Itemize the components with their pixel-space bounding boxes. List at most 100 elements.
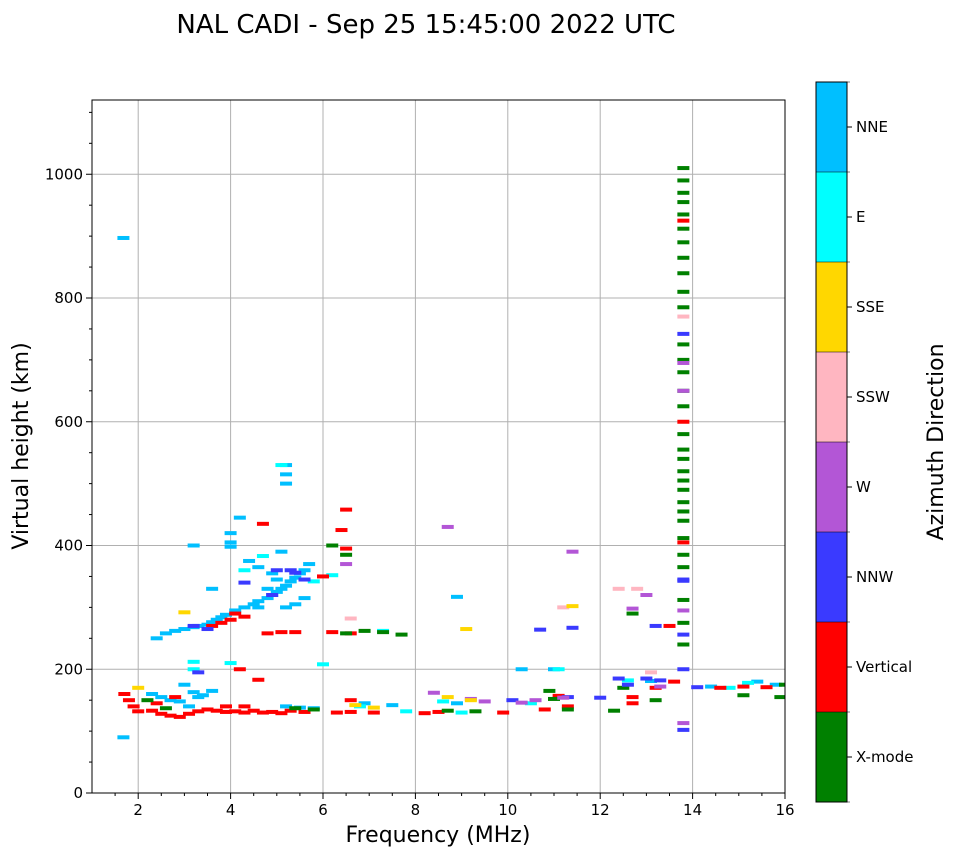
- echo-point: [164, 698, 177, 703]
- echo-point: [280, 472, 293, 477]
- echo-point: [723, 685, 736, 690]
- echo-point: [450, 701, 463, 706]
- echo-point: [215, 615, 228, 620]
- echo-point: [742, 680, 755, 685]
- echo-point: [349, 703, 362, 708]
- echo-point: [280, 605, 293, 610]
- echo-point: [645, 670, 658, 675]
- echo-point: [677, 642, 690, 647]
- echo-point: [441, 524, 454, 529]
- echo-point: [427, 690, 440, 695]
- echo-point: [557, 695, 570, 700]
- echo-point: [173, 699, 186, 704]
- colorbar-tick-label: W: [856, 478, 871, 496]
- x-tick-label: 14: [683, 801, 702, 819]
- echo-point: [367, 710, 380, 715]
- echo-point: [612, 676, 625, 681]
- echo-point: [677, 597, 690, 602]
- echo-point: [317, 574, 329, 579]
- echo-point: [159, 706, 172, 711]
- echo-point: [450, 594, 463, 599]
- echo-point: [677, 552, 690, 557]
- echo-point: [515, 700, 528, 705]
- echo-point: [187, 659, 200, 664]
- echo-point: [275, 586, 288, 591]
- echo-point: [206, 620, 219, 625]
- echo-point: [298, 596, 311, 601]
- echo-point: [640, 593, 653, 597]
- echo-point: [146, 708, 159, 713]
- echo-point: [210, 708, 223, 713]
- echo-point: [275, 463, 288, 468]
- colorbar-swatch: [816, 622, 847, 712]
- echo-point: [677, 518, 690, 523]
- echo-point: [464, 698, 477, 703]
- echo-point: [677, 178, 690, 183]
- echo-point: [238, 605, 251, 610]
- echo-point: [654, 678, 667, 683]
- y-tick-label: 400: [54, 537, 83, 555]
- colorbar-swatch: [816, 352, 847, 442]
- echo-point: [307, 707, 320, 712]
- echo-point: [561, 707, 574, 712]
- echo-point: [524, 701, 537, 706]
- echo-point: [737, 693, 750, 698]
- echo-point: [247, 602, 260, 607]
- echo-point: [677, 478, 690, 483]
- echo-point: [340, 507, 353, 512]
- echo-point: [270, 589, 283, 594]
- echo-point: [127, 704, 140, 709]
- colorbar-swatch: [816, 82, 847, 172]
- echo-point: [677, 419, 690, 424]
- echo-point: [340, 631, 353, 636]
- echo-point: [677, 289, 690, 294]
- echo-point: [252, 605, 265, 610]
- echo-point: [358, 628, 371, 633]
- echo-point: [594, 695, 607, 700]
- echo-point: [529, 698, 542, 703]
- echo-point: [340, 552, 353, 557]
- echo-point: [515, 667, 528, 672]
- echo-point: [270, 568, 283, 573]
- colorbar-swatch: [816, 262, 847, 352]
- echo-point: [668, 679, 681, 684]
- y-tick-label: 800: [54, 289, 83, 307]
- echo-point: [132, 709, 145, 714]
- echo-point: [238, 580, 251, 585]
- echo-point: [238, 568, 251, 573]
- grid-layer: [92, 100, 786, 794]
- echo-point: [326, 630, 339, 635]
- echo-point: [677, 500, 690, 505]
- echo-point: [256, 710, 269, 715]
- echo-point: [478, 699, 491, 704]
- echo-point: [326, 543, 339, 548]
- echo-point: [298, 577, 311, 582]
- echo-point: [543, 688, 556, 693]
- echo-point: [141, 698, 154, 703]
- echo-point: [677, 456, 690, 461]
- echo-point: [691, 685, 704, 690]
- echo-point: [344, 709, 357, 714]
- echo-point: [677, 432, 690, 437]
- echo-point: [677, 212, 690, 217]
- echo-point: [621, 682, 634, 687]
- colorbar-tick-label: NNE: [856, 118, 888, 136]
- echo-point: [252, 599, 265, 604]
- echo-point: [663, 623, 676, 628]
- echo-point: [640, 676, 653, 681]
- echo-point: [159, 631, 172, 636]
- echo-point: [224, 540, 237, 545]
- colorbar-label: Azimuth Direction: [924, 343, 949, 540]
- echo-point: [266, 709, 279, 714]
- echo-point: [552, 667, 565, 672]
- echo-point: [344, 698, 357, 703]
- echo-point: [779, 682, 785, 687]
- echo-point: [303, 562, 316, 567]
- echo-point: [677, 360, 690, 365]
- echo-point: [330, 710, 343, 715]
- echo-point: [677, 166, 690, 171]
- echo-point: [192, 670, 205, 675]
- echo-point: [238, 704, 251, 709]
- echo-point: [169, 695, 182, 700]
